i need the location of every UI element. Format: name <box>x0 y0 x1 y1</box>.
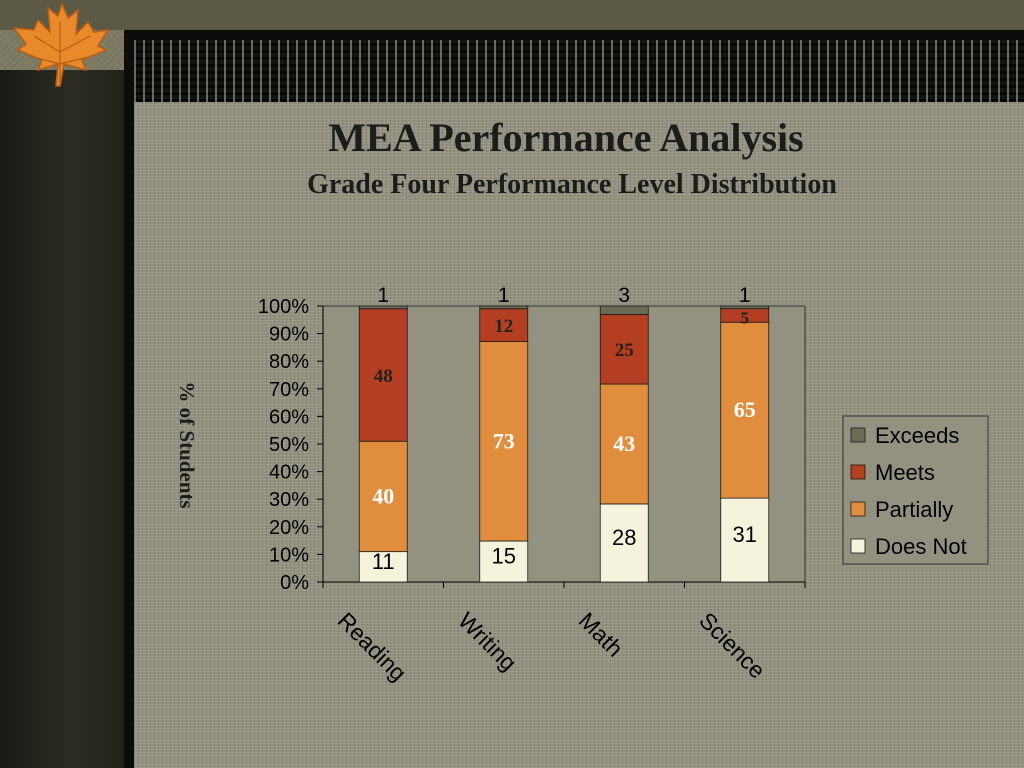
data-label: 65 <box>734 397 756 422</box>
bar-segment-exceeds <box>358 305 408 310</box>
y-tick-label: 0% <box>280 572 309 594</box>
data-label: 73 <box>493 428 515 453</box>
y-axis-label: % of Students <box>175 381 199 508</box>
legend-swatch <box>850 538 866 554</box>
data-label: 48 <box>374 366 393 387</box>
category-label: Reading <box>333 607 412 686</box>
legend-swatch <box>850 427 866 443</box>
bar-segment-partially <box>358 440 408 553</box>
y-tick-label: 20% <box>269 517 309 539</box>
bar-segment-exceeds <box>599 305 649 315</box>
legend-swatch <box>850 501 866 517</box>
y-tick-label: 40% <box>269 462 309 484</box>
bar-segment-meets <box>599 313 649 385</box>
bar-segment-partially <box>599 383 649 505</box>
data-label: 11 <box>372 549 395 574</box>
data-label: 1 <box>739 284 751 307</box>
y-tick-label: 10% <box>269 544 309 566</box>
legend-label: Does Not <box>875 534 967 559</box>
data-label: 40 <box>372 483 394 508</box>
plot-area: 0%10%20%30%40%50%60%70%80%90%100%1140481… <box>258 284 806 686</box>
slide-subtitle: Grade Four Performance Level Distributio… <box>307 169 837 200</box>
legend-label: Partially <box>875 497 953 522</box>
side-bar <box>0 70 124 768</box>
data-label: 15 <box>492 544 516 569</box>
bar-segment-does-not <box>358 551 408 583</box>
y-tick-label: 100% <box>258 296 309 318</box>
data-label: 3 <box>618 284 630 307</box>
decorative-strip <box>134 40 1024 102</box>
y-tick-label: 30% <box>269 489 309 511</box>
data-label: 5 <box>741 309 750 328</box>
bar-segment-exceeds <box>720 305 770 310</box>
legend-swatch <box>850 464 866 480</box>
bar-segment-meets <box>358 308 408 442</box>
legend: Exceeds Meets Partially Does Not <box>842 415 989 565</box>
slide-title: MEA Performance Analysis <box>328 115 804 160</box>
data-label: 1 <box>498 284 510 307</box>
y-tick-label: 70% <box>269 379 309 401</box>
y-tick-label: 50% <box>269 434 309 456</box>
data-label: 12 <box>494 316 513 337</box>
y-tick-label: 90% <box>269 324 309 346</box>
bar-segment-does-not <box>479 540 529 583</box>
legend-box <box>842 415 989 565</box>
bar-segment-partially <box>720 321 770 499</box>
data-label: 43 <box>613 431 635 456</box>
category-label: Science <box>694 607 770 683</box>
data-label: 31 <box>733 522 757 547</box>
data-label: 28 <box>612 525 636 550</box>
y-tick-label: 80% <box>269 351 309 373</box>
top-band <box>0 0 1024 30</box>
category-label: Writing <box>453 607 522 676</box>
y-tick-label: 60% <box>269 406 309 428</box>
maple-leaf-icon <box>12 2 110 87</box>
data-label: 1 <box>377 284 389 307</box>
data-label: 25 <box>615 340 634 361</box>
bar-segment-does-not <box>599 503 649 583</box>
category-label: Math <box>574 607 629 662</box>
bar-segment-exceeds <box>479 305 529 310</box>
legend-label: Exceeds <box>875 423 959 448</box>
legend-label: Meets <box>875 460 935 485</box>
